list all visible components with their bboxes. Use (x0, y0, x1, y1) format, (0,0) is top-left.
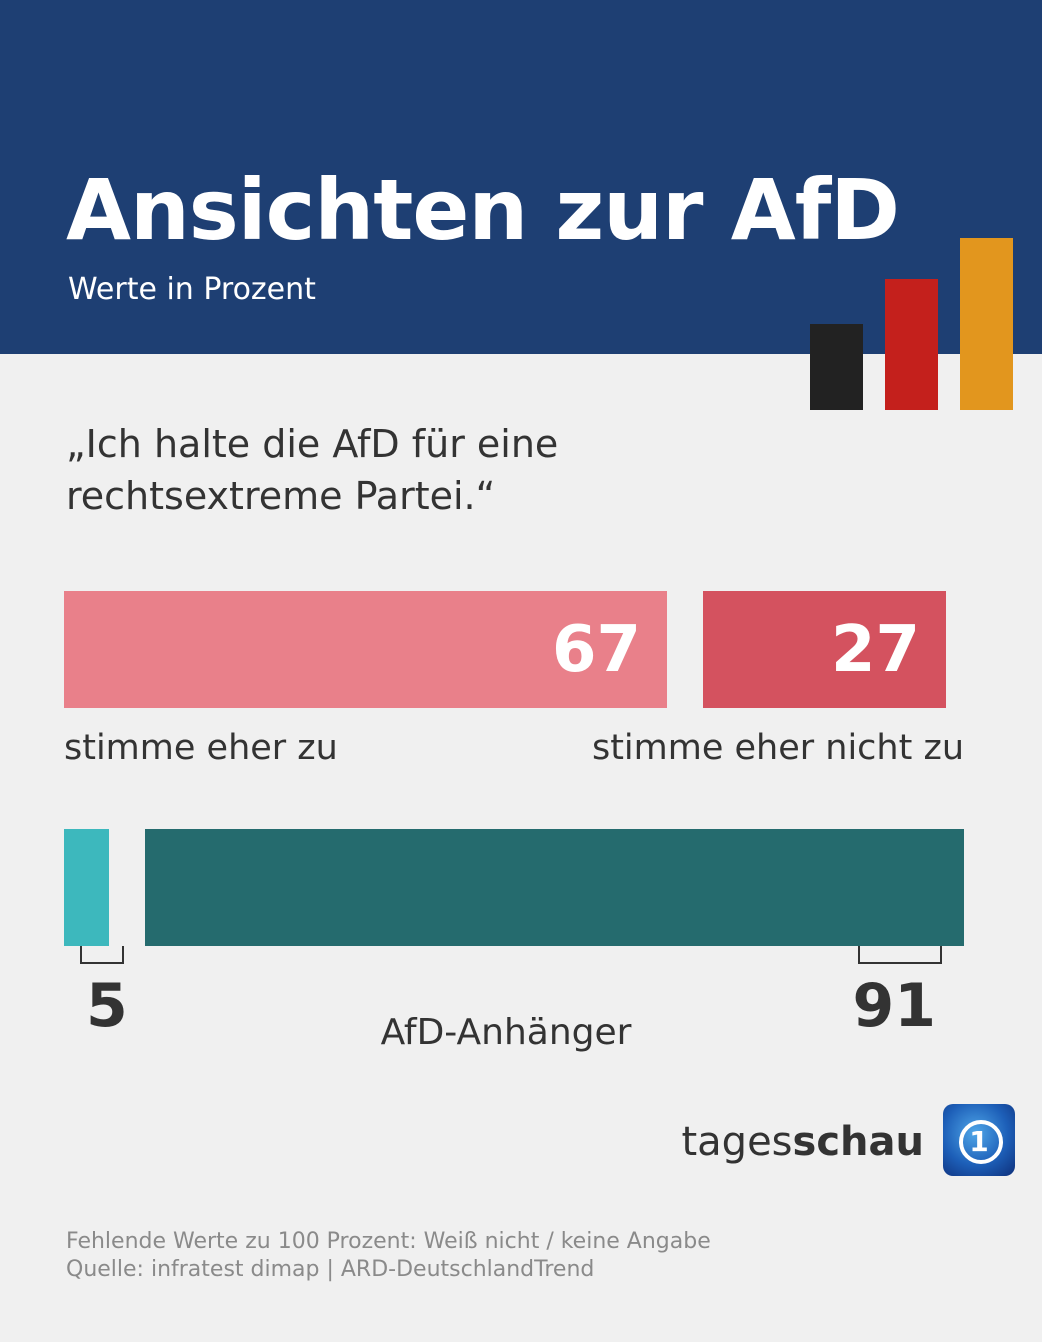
chart-question: „Ich halte die AfD für eine rechtsextrem… (66, 422, 559, 518)
legend-label-stimme-eher-zu: stimme eher zu (64, 728, 338, 768)
legend-label-stimme-eher-nicht-zu: stimme eher nicht zu (591, 728, 964, 768)
bar-afd-anhaenger-nicht-zu (145, 829, 964, 946)
data-label-stimme-eher-zu: 67 (551, 612, 641, 687)
brand-bold: schau (792, 1119, 924, 1165)
bracket-right (858, 946, 942, 964)
data-label-stimme-eher-nicht-zu: 27 (830, 612, 920, 687)
logo-ring-icon (959, 1120, 1003, 1164)
bracket-left (80, 946, 124, 964)
footer-missing-values: Fehlende Werte zu 100 Prozent: Weiß nich… (66, 1229, 711, 1254)
footer-source: Quelle: infratest dimap | ARD-Deutschlan… (66, 1257, 595, 1282)
category-label-afd-anhaenger: AfD-Anhänger (380, 1012, 632, 1053)
data-label-afd-anhaenger-zu: 5 (86, 971, 128, 1041)
tagesschau-logo-icon: 1 (943, 1104, 1015, 1176)
brand-light: tages (681, 1119, 793, 1165)
bar-afd-anhaenger-zu (64, 829, 109, 946)
page-title: Ansichten zur AfD (66, 161, 900, 259)
flag-bar-gold (960, 238, 1013, 410)
page-subtitle: Werte in Prozent (68, 272, 316, 307)
bar-stimme-eher-nicht-zu (703, 591, 946, 708)
flag-bar-red (885, 279, 938, 410)
flag-bar-black (810, 324, 863, 410)
bar-stimme-eher-zu (64, 591, 667, 708)
header: Ansichten zur AfD Werte in Prozent (0, 0, 1042, 354)
logo-one-glyph: 1 (969, 1125, 989, 1158)
brand-wordmark: tagesschau (681, 1118, 924, 1166)
footer-notes: Fehlende Werte zu 100 Prozent: Weiß nich… (66, 1228, 711, 1284)
data-label-afd-anhaenger-nicht-zu: 91 (852, 971, 937, 1041)
